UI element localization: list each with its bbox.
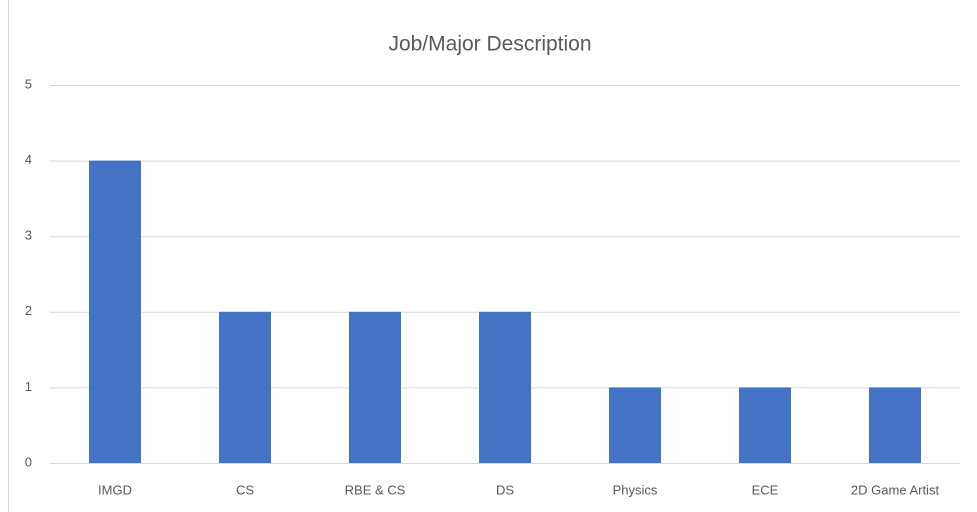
y-tick-label: 2 xyxy=(25,303,32,318)
bar xyxy=(739,387,791,463)
y-tick-label: 3 xyxy=(25,228,32,243)
x-tick-label: 2D Game Artist xyxy=(851,482,940,497)
x-tick-label: Physics xyxy=(613,482,658,497)
bar xyxy=(869,387,921,463)
bar xyxy=(609,387,661,463)
y-tick-label: 1 xyxy=(25,379,32,394)
x-tick-label: IMGD xyxy=(98,482,132,497)
chart-title: Job/Major Description xyxy=(388,33,591,56)
bar xyxy=(479,311,531,463)
bar xyxy=(89,160,141,463)
x-tick-label: RBE & CS xyxy=(345,482,406,497)
x-tick-label: DS xyxy=(496,482,514,497)
y-tick-label: 5 xyxy=(25,76,32,91)
y-tick-label: 0 xyxy=(25,454,32,469)
x-tick-label: CS xyxy=(236,482,254,497)
bar xyxy=(349,311,401,463)
x-tick-label: ECE xyxy=(752,482,779,497)
bar xyxy=(219,311,271,463)
y-tick-label: 4 xyxy=(25,152,32,167)
